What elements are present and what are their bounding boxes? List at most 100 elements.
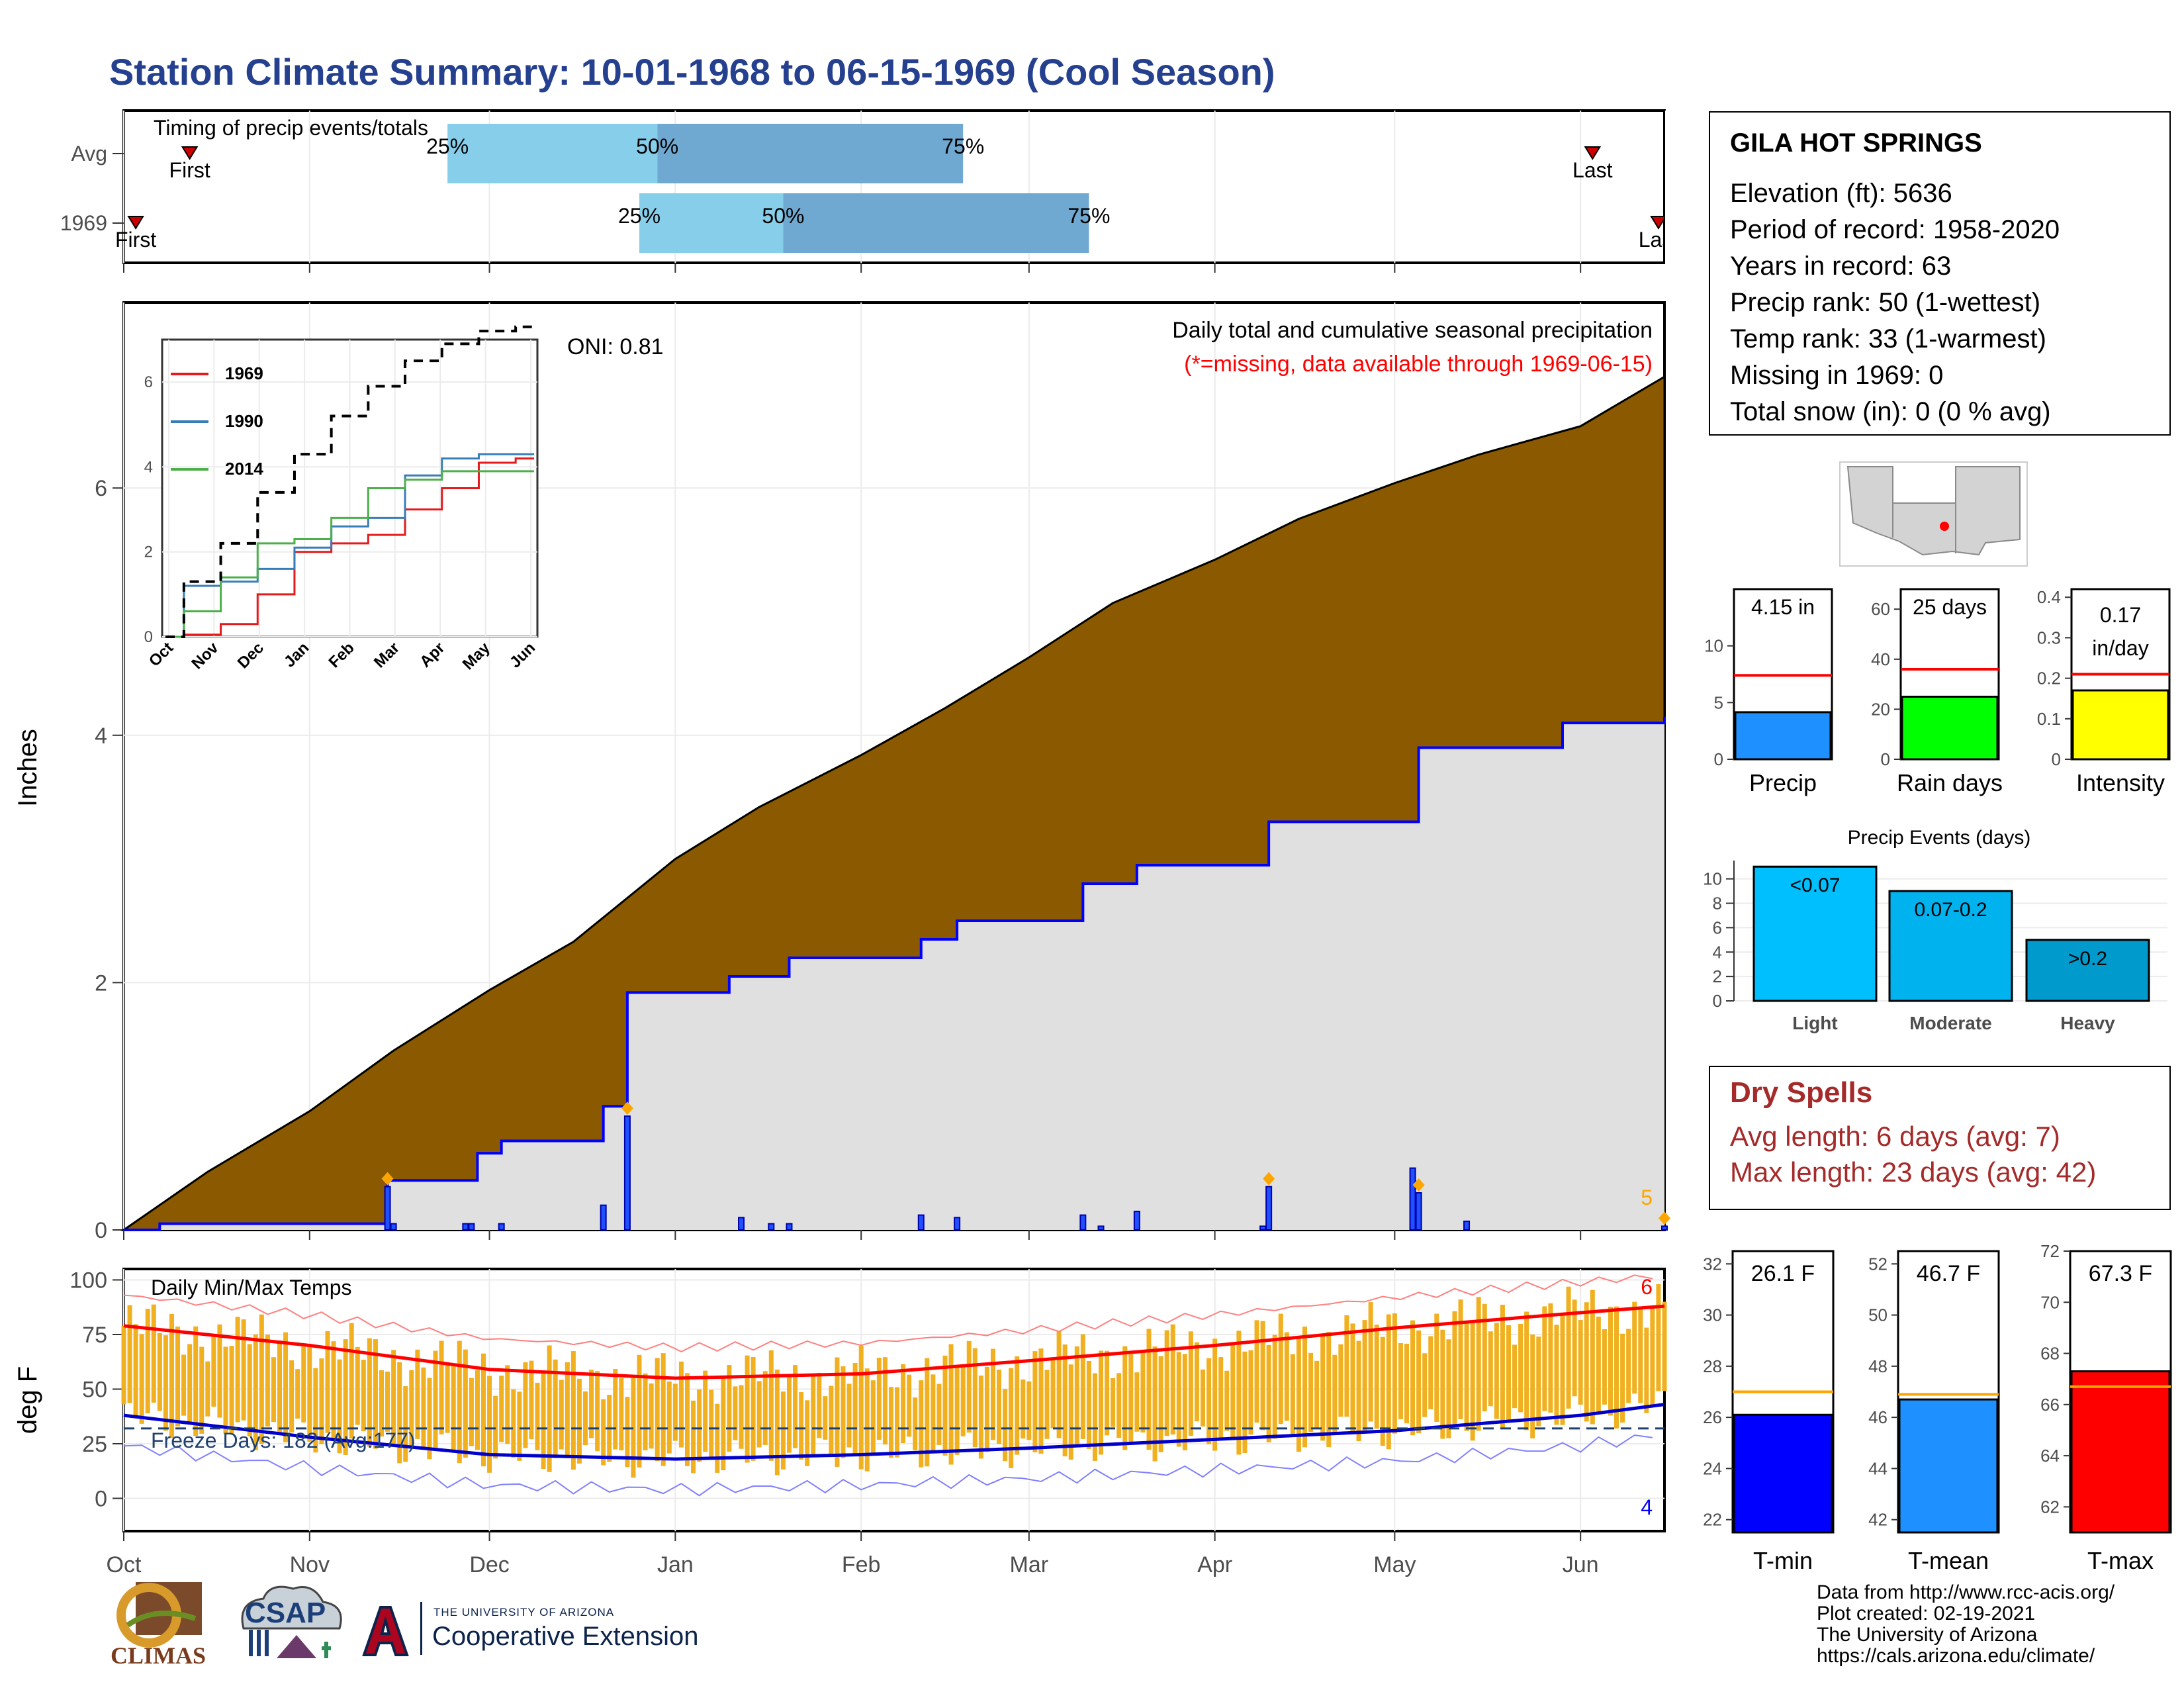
daily-temp-bar: [523, 1362, 528, 1448]
precip-events-chart: Precip Events (days) 0 2 4 6 8 10 <0.07 Light 0.0…: [1703, 827, 2167, 1033]
daily-temp-bar: [595, 1371, 600, 1452]
daily-temp-bar: [954, 1367, 960, 1455]
events-title: Precip Events (days): [1848, 827, 2031, 849]
daily-temp-bar: [391, 1350, 396, 1446]
daily-precip-bar: [384, 1186, 391, 1231]
events-tick-label: 8: [1713, 894, 1722, 914]
daily-temp-bar: [672, 1383, 678, 1441]
daily-temp-bar: [1266, 1344, 1271, 1442]
month-label: Feb: [842, 1552, 881, 1577]
credits: Data from http://www.rcc-acis.org/ Plot …: [1817, 1582, 2115, 1667]
daily-precip-bar: [1661, 1225, 1668, 1231]
daily-temp-bar: [247, 1344, 252, 1436]
daily-temp-bar: [133, 1324, 138, 1417]
daily-temp-bar: [1662, 1301, 1667, 1391]
daily-precip-bar: [1415, 1192, 1422, 1231]
gauge-tick-label: 0.2: [2037, 669, 2061, 688]
temp-gauge-tick-label: 68: [2040, 1344, 2060, 1364]
daily-temp-bar: [1554, 1325, 1559, 1425]
daily-temp-bar: [151, 1304, 156, 1403]
credit-date: Plot created: 02-19-2021: [1817, 1603, 2036, 1624]
daily-precip-bar: [1259, 1225, 1267, 1231]
daily-temp-bar: [570, 1351, 576, 1470]
daily-temp-bar: [1296, 1336, 1301, 1452]
temp-frame: [122, 1268, 1666, 1532]
daily-temp-bar: [997, 1370, 1002, 1444]
daily-temp-bar: [1158, 1356, 1163, 1452]
temp-gauge-category-label: T-max: [2087, 1547, 2154, 1574]
daily-temp-bar: [439, 1340, 444, 1434]
events-bar-label: 0.07-0.2: [1914, 899, 1987, 921]
inset-series-line: [165, 470, 534, 638]
daily-temp-bar: [1398, 1343, 1403, 1419]
daily-temp-bar: [751, 1356, 756, 1461]
daily-temp-bar: [1596, 1316, 1601, 1412]
precip-ylabel: Inches: [13, 729, 42, 807]
station-name: GILA HOT SPRINGS: [1730, 128, 1982, 158]
temp-gauge-category-label: T-min: [1753, 1547, 1813, 1574]
daily-temp-bar: [529, 1360, 534, 1440]
daily-temp-bar: [421, 1367, 426, 1450]
daily-temp-bar: [811, 1374, 816, 1454]
temp-gauge-tick-label: 28: [1703, 1356, 1722, 1376]
daily-precip-bar: [1097, 1225, 1105, 1231]
daily-temp-bar: [1212, 1338, 1218, 1451]
climas-logo: CLIMAS: [109, 1579, 215, 1671]
events-tick-label: 6: [1713, 917, 1722, 937]
precip-title: Daily total and cumulative seasonal prec…: [1172, 318, 1653, 343]
timing-row-label: Avg: [71, 142, 107, 165]
daily-temp-bar: [582, 1391, 588, 1446]
daily-temp-bar: [283, 1332, 289, 1442]
temp-gauge-value-label: 26.1 F: [1751, 1261, 1815, 1286]
temp-gauge-tick-label: 52: [1868, 1254, 1888, 1274]
daily-temp-bar: [649, 1383, 654, 1449]
daily-temp-bar: [666, 1382, 672, 1454]
daily-temp-bar: [1164, 1330, 1169, 1436]
precip-chart: 0 2 4 6 Inches 5 Daily total and cumulative se…: [13, 301, 1670, 1243]
daily-temp-bar: [1464, 1323, 1469, 1431]
daily-precip-bar: [462, 1223, 469, 1231]
temp-gauge-tick-label: 64: [2040, 1446, 2060, 1466]
daily-temp-bar: [1374, 1325, 1379, 1429]
daily-temp-bar: [229, 1346, 234, 1434]
daily-temp-bar: [565, 1362, 570, 1458]
daily-temp-bar: [367, 1338, 372, 1447]
month-label: Oct: [107, 1552, 142, 1577]
daily-temp-bar: [235, 1317, 240, 1423]
precip-corner-label: 5: [1641, 1186, 1653, 1209]
daily-temp-bar: [1236, 1331, 1242, 1455]
daily-temp-bar: [1021, 1379, 1026, 1439]
daily-temp-bar: [919, 1380, 924, 1468]
daily-temp-bar: [1620, 1333, 1625, 1423]
daily-temp-bar: [978, 1375, 983, 1459]
timing-marker-last: [1650, 216, 1667, 230]
timing-pct-label: 50%: [762, 204, 804, 228]
daily-temp-bar: [319, 1358, 324, 1444]
temp-gauge-tick-label: 30: [1703, 1305, 1722, 1325]
daily-temp-bar: [1506, 1325, 1511, 1421]
daily-temp-bar: [637, 1354, 642, 1468]
daily-temp-bar: [774, 1369, 780, 1476]
month-label: Dec: [469, 1552, 509, 1577]
temp-gauge-value-label: 67.3 F: [2089, 1261, 2152, 1286]
daily-temp-bar: [1176, 1352, 1181, 1447]
month-label: Nov: [290, 1552, 330, 1577]
daily-temp-bar: [678, 1361, 684, 1448]
daily-temp-bar: [1105, 1350, 1110, 1436]
daily-temp-bar: [1015, 1356, 1020, 1455]
gauge-tick-label: 0: [1881, 749, 1890, 769]
avg-max-line: [123, 1304, 1665, 1380]
precip-ytick-label: 2: [95, 970, 107, 996]
daily-temp-bar: [942, 1355, 948, 1456]
daily-temp-bar: [1404, 1343, 1409, 1424]
temp-gauge-tick-label: 32: [1703, 1254, 1722, 1274]
daily-temp-bar: [463, 1349, 468, 1458]
daily-temp-bar: [727, 1365, 732, 1452]
temp-gauges: 22 24 26 28 30 32 26.1 F T-min 42 44 46 48 50 52 46.7 …: [1703, 1241, 2172, 1574]
daily-temp-bar: [786, 1374, 792, 1453]
daily-temp-bar: [1632, 1301, 1637, 1394]
daily-temp-bar: [1410, 1320, 1416, 1436]
precip-event-marker: [381, 1172, 394, 1186]
daily-temp-bar: [127, 1305, 132, 1403]
